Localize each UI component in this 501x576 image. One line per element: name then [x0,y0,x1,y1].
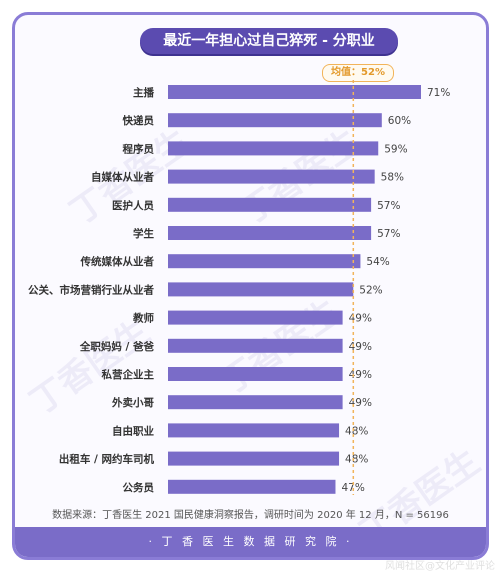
value-label: 48% [345,454,368,466]
bar [168,254,361,269]
value-label: 52% [359,284,382,296]
value-label: 60% [388,115,411,127]
value-label: 49% [349,341,372,353]
bar [168,479,336,494]
bar [168,282,354,297]
corner-watermark: 风闻社区@文化产业评论 [385,561,495,572]
value-label: 49% [349,397,372,409]
category-label: 自由职业 [112,424,154,437]
value-label: 47% [341,482,364,494]
category-label: 快递员 [122,114,155,127]
value-label: 57% [377,200,400,212]
bar [168,310,343,325]
bar [168,197,372,212]
category-label: 程序员 [123,142,155,155]
category-label: 学生 [133,227,154,240]
value-label: 54% [366,256,389,268]
bar [168,226,372,240]
bar [168,367,343,381]
chart-title: 最近一年担心过自己猝死 - 分职业 [140,28,398,54]
category-label: 外卖小哥 [111,396,154,409]
category-label: 传统媒体从业者 [80,255,155,268]
value-label: 48% [345,425,368,437]
category-label: 教师 [132,312,154,325]
category-label: 公务员 [123,481,155,494]
value-label: 59% [384,143,407,155]
value-label: 71% [427,87,450,99]
bar [168,423,340,438]
category-label: 全职妈妈 / 爸爸 [79,340,155,353]
category-label: 出租车 / 网约车司机 [59,453,155,466]
category-label: 医护人员 [112,199,154,212]
value-label: 49% [349,369,372,381]
bar [168,141,379,156]
category-label: 公关、市场营销行业从业者 [28,283,154,296]
bar [168,113,382,128]
bar [168,338,343,353]
bar [168,169,375,184]
bar [168,395,343,410]
value-label: 58% [381,172,404,184]
category-label: 主播 [133,86,154,99]
value-label: 57% [377,228,400,240]
value-label: 49% [349,313,372,325]
bar [168,451,340,466]
bar [168,85,421,99]
footer-bar: · 丁 香 医 生 数 据 研 究 院 · [15,527,486,557]
source-note: 数据来源：丁香医生 2021 国民健康洞察报告，调研时间为 2020 年 12 … [52,510,449,521]
average-label: 均值：52% [322,64,394,82]
category-label: 自媒体从业者 [91,171,154,184]
category-label: 私营企业主 [101,368,155,381]
